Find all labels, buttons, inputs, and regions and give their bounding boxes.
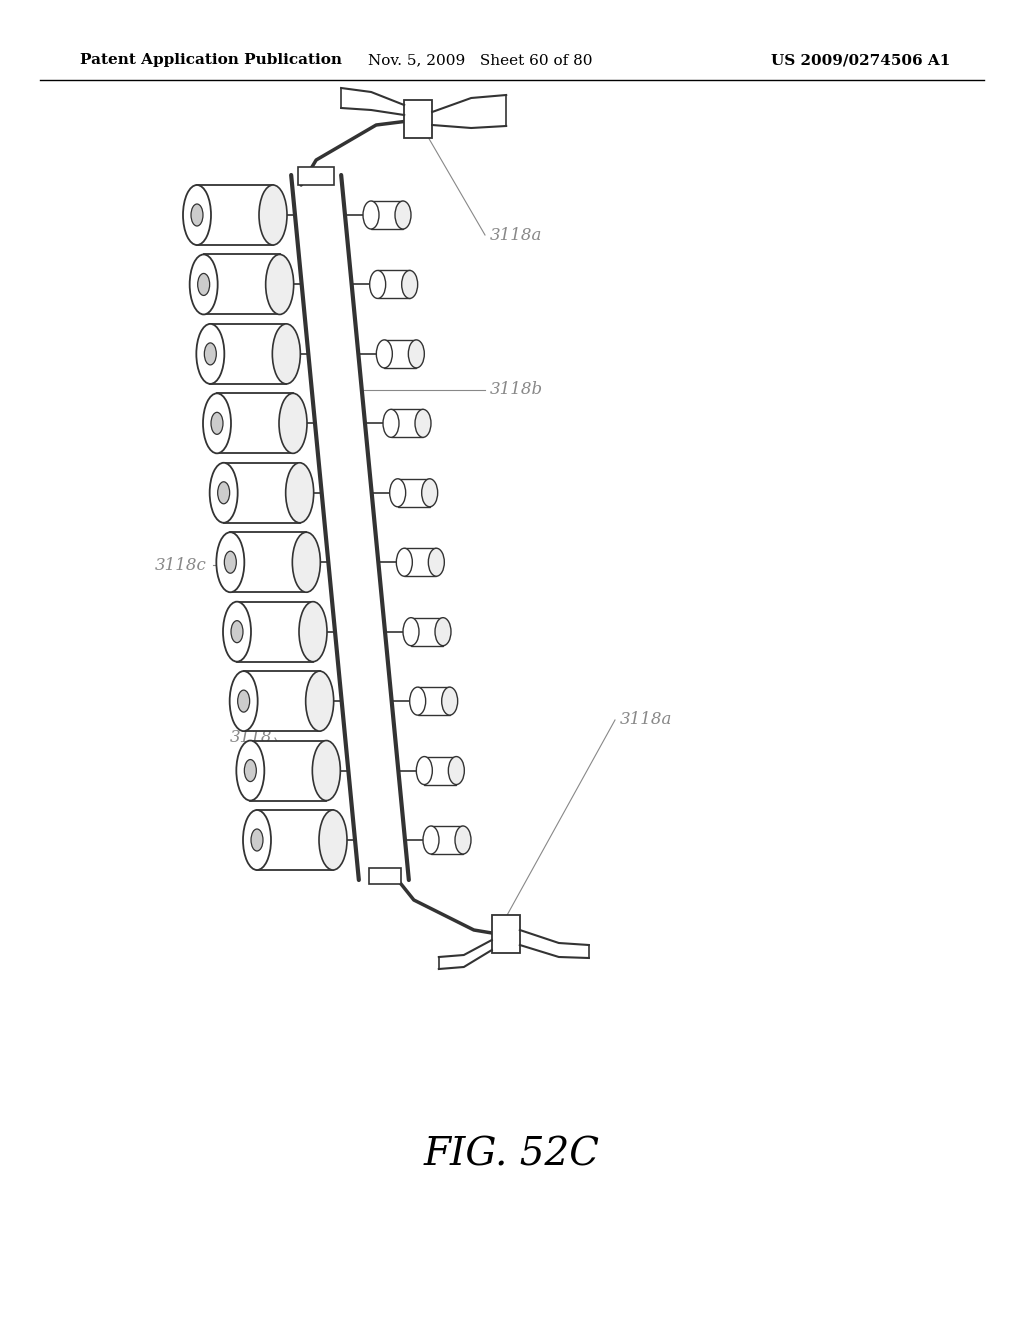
Ellipse shape [409, 339, 424, 368]
Ellipse shape [292, 532, 321, 593]
Ellipse shape [401, 271, 418, 298]
Bar [237, 602, 313, 661]
Bar [244, 671, 319, 731]
Ellipse shape [259, 185, 287, 246]
Ellipse shape [441, 688, 458, 715]
Bar [371, 201, 403, 228]
Ellipse shape [231, 620, 243, 643]
Bar [492, 915, 520, 953]
Ellipse shape [370, 271, 386, 298]
Ellipse shape [205, 343, 216, 364]
Ellipse shape [189, 255, 218, 314]
Bar [424, 756, 457, 784]
Ellipse shape [238, 690, 250, 711]
Ellipse shape [243, 810, 271, 870]
Ellipse shape [229, 671, 258, 731]
Ellipse shape [396, 548, 413, 577]
Ellipse shape [265, 255, 294, 314]
Bar [298, 168, 334, 185]
Ellipse shape [417, 756, 432, 784]
Bar [391, 409, 423, 437]
Text: Nov. 5, 2009   Sheet 60 of 80: Nov. 5, 2009 Sheet 60 of 80 [368, 53, 592, 67]
Ellipse shape [435, 618, 451, 645]
Ellipse shape [218, 482, 229, 504]
Ellipse shape [237, 741, 264, 800]
Bar [411, 618, 443, 645]
Ellipse shape [395, 201, 411, 228]
Ellipse shape [423, 826, 439, 854]
Text: US 2009/0274506 A1: US 2009/0274506 A1 [771, 53, 950, 67]
Bar [210, 323, 287, 384]
Bar [204, 255, 280, 314]
Text: 3118a: 3118a [620, 711, 673, 729]
Ellipse shape [211, 412, 223, 434]
Bar [197, 185, 273, 246]
Ellipse shape [210, 463, 238, 523]
Ellipse shape [216, 532, 245, 593]
Ellipse shape [224, 552, 237, 573]
Ellipse shape [312, 741, 340, 800]
Bar [369, 869, 400, 884]
Ellipse shape [403, 618, 419, 645]
Ellipse shape [279, 393, 307, 453]
Ellipse shape [245, 759, 256, 781]
Ellipse shape [272, 323, 300, 384]
Bar [257, 810, 333, 870]
Text: 3118c: 3118c [155, 557, 207, 573]
Bar [397, 479, 430, 507]
Ellipse shape [299, 602, 327, 661]
Ellipse shape [455, 826, 471, 854]
Ellipse shape [410, 688, 426, 715]
Bar [418, 688, 450, 715]
Ellipse shape [251, 829, 263, 851]
Ellipse shape [198, 273, 210, 296]
Bar [384, 339, 417, 368]
Ellipse shape [390, 479, 406, 507]
Bar [404, 100, 432, 139]
Ellipse shape [183, 185, 211, 246]
Ellipse shape [306, 671, 334, 731]
Bar [250, 741, 327, 800]
Bar [223, 463, 300, 523]
Text: 3118a: 3118a [490, 227, 543, 243]
Ellipse shape [449, 756, 464, 784]
Text: 3118b: 3118b [490, 381, 543, 399]
Ellipse shape [191, 205, 203, 226]
Ellipse shape [223, 602, 251, 661]
Ellipse shape [428, 548, 444, 577]
Ellipse shape [319, 810, 347, 870]
Ellipse shape [203, 393, 231, 453]
Bar [431, 826, 463, 854]
Ellipse shape [422, 479, 437, 507]
Ellipse shape [286, 463, 313, 523]
Bar [404, 548, 436, 577]
Text: Patent Application Publication: Patent Application Publication [80, 53, 342, 67]
Ellipse shape [383, 409, 399, 437]
Ellipse shape [362, 201, 379, 228]
Ellipse shape [415, 409, 431, 437]
Bar [230, 532, 306, 593]
Ellipse shape [197, 323, 224, 384]
Bar [378, 271, 410, 298]
Text: FIG. 52C: FIG. 52C [424, 1137, 600, 1173]
Ellipse shape [377, 339, 392, 368]
Bar [217, 393, 293, 453]
Text: 3118: 3118 [230, 730, 272, 747]
